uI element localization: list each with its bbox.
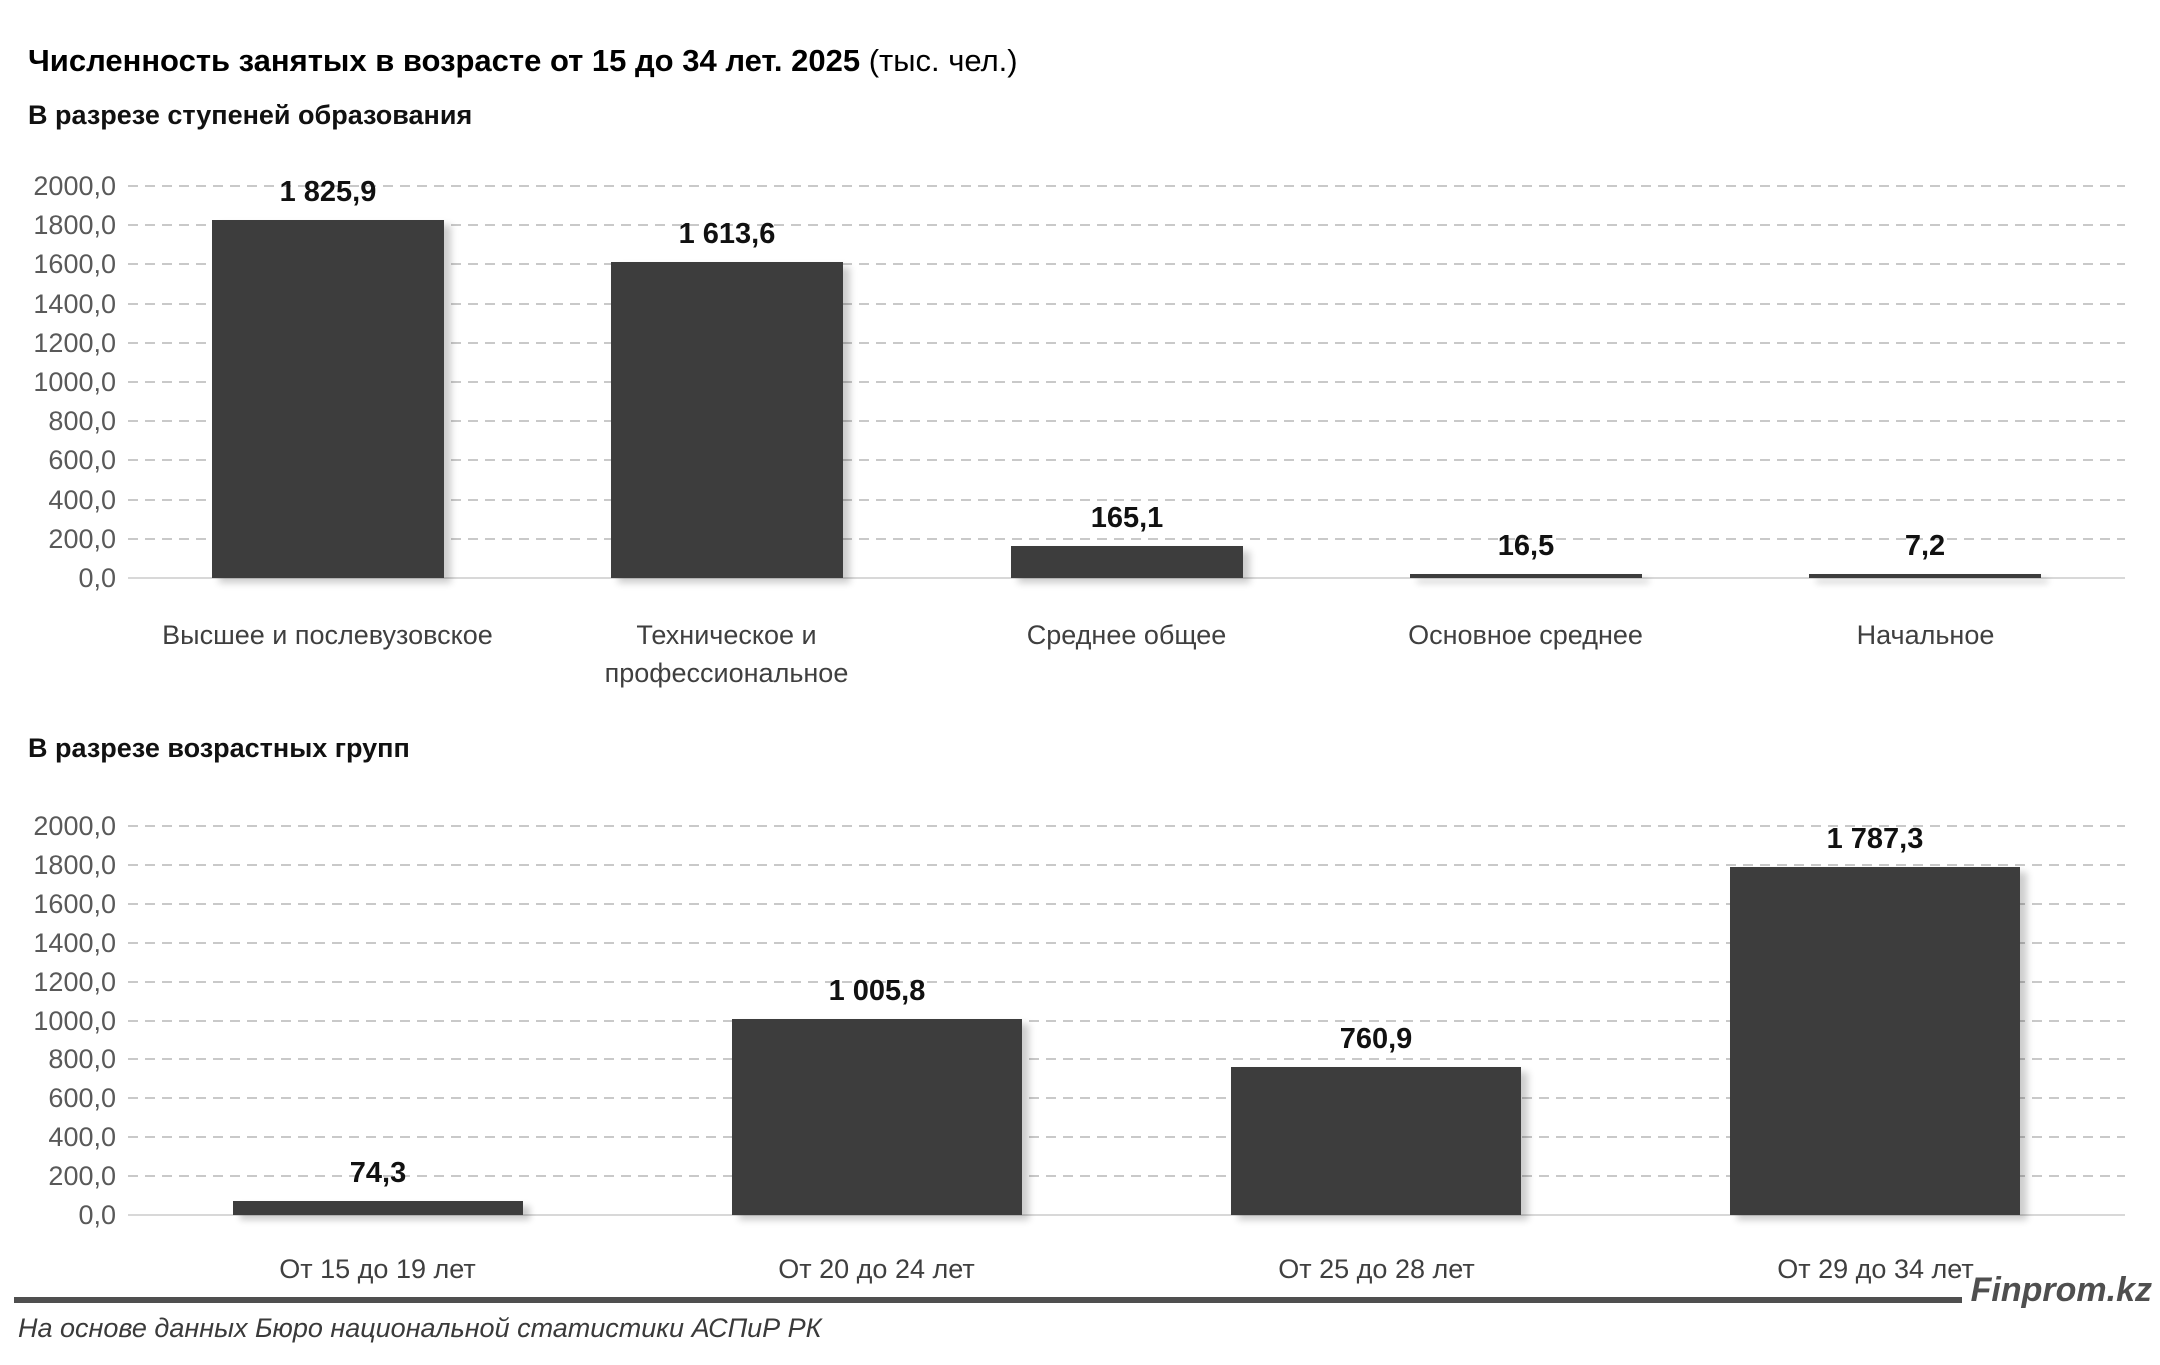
gridline [128,1175,2125,1178]
bar [233,1201,523,1215]
gridline [128,863,2125,866]
gridline [128,420,2125,423]
brand-logo: Finprom.kz [1970,1271,2152,1309]
x-axis-category-label: От 15 до 19 лет [279,1254,476,1284]
y-axis-tick-label: 400,0 [48,1122,116,1153]
gridline [128,980,2125,983]
y-axis-tick-label: 1800,0 [33,210,116,241]
gridline [128,902,2125,905]
gridline [128,1058,2125,1061]
x-axis-category-label: От 29 до 34 лет [1777,1254,1974,1284]
y-axis-tick-label: 600,0 [48,445,116,476]
gridline [128,941,2125,944]
y-axis-tick-label: 1600,0 [33,888,116,919]
y-axis-tick-label: 800,0 [48,1044,116,1075]
x-axis-category-label: Техническое и профессиональное [604,620,849,688]
y-axis-tick-label: 1800,0 [33,849,116,880]
gridline [128,224,2125,227]
y-axis-tick-label: 400,0 [48,484,116,515]
page-title-main: Численность занятых в возрасте от 15 до … [28,42,861,78]
y-axis-tick-label: 200,0 [48,523,116,554]
gridline [128,1097,2125,1100]
y-axis-tick-label: 0,0 [78,563,116,593]
y-axis-tick-label: 1000,0 [33,367,116,397]
y-axis-tick-label: 1400,0 [33,927,116,958]
bar-value-label: 1 825,9 [279,176,377,208]
source-note: На основе данных Бюро национальной стати… [18,1313,822,1343]
x-axis-category-label: Среднее общее [1026,620,1227,650]
x-axis-category-label: Начальное [1856,620,1995,650]
y-axis-tick-label: 1600,0 [33,249,116,280]
bar [1730,867,2020,1215]
chart-title-education: В разрезе ступеней образования [28,100,473,130]
bar [212,220,444,578]
x-axis-category-label: Основное среднее [1408,620,1643,650]
bar-value-label: 1 005,8 [828,975,926,1007]
bar [1011,546,1243,578]
y-axis-tick-label: 600,0 [48,1083,116,1114]
gridline [128,381,2125,383]
footer-divider [14,1297,1962,1303]
y-axis-tick-label: 1200,0 [33,966,116,997]
bar [732,1019,1022,1215]
x-axis-line [128,1214,2125,1216]
gridline [128,459,2125,462]
bar [1809,574,2041,578]
y-axis-tick-label: 1000,0 [33,1005,116,1036]
bar-value-label: 1 787,3 [1826,823,1924,855]
gridline [128,341,2125,344]
bar-value-label: 1 613,6 [678,218,776,250]
y-axis-tick-label: 2000,0 [33,811,116,841]
gridline [128,1019,2125,1022]
y-axis-tick-label: 2000,0 [33,171,116,201]
x-axis-category-label: От 25 до 28 лет [1278,1254,1475,1284]
gridline [128,1136,2125,1139]
bar-value-label: 7,2 [1904,530,1946,562]
x-axis-category-label: От 20 до 24 лет [778,1254,975,1284]
bar-value-label: 74,3 [349,1157,407,1189]
x-axis-category-label: Высшее и послевузовское [162,620,493,650]
gridline [128,302,2125,305]
page-title-unit: (тыс. чел.) [860,42,1018,78]
bar [1410,574,1642,578]
bar-value-label: 16,5 [1497,530,1555,562]
page-title: Численность занятых в возрасте от 15 до … [28,43,1018,79]
gridline [128,825,2125,827]
y-axis-tick-label: 0,0 [78,1200,116,1230]
y-axis-tick-label: 200,0 [48,1161,116,1192]
bar-value-label: 165,1 [1090,502,1164,534]
gridline [128,498,2125,501]
bar-value-label: 760,9 [1339,1023,1413,1055]
x-axis-line [128,577,2125,579]
bar [1231,1067,1521,1215]
chart-title-age-groups: В разрезе возрастных групп [28,733,410,763]
y-axis-tick-label: 1400,0 [33,288,116,319]
y-axis-tick-label: 800,0 [48,406,116,437]
gridline [128,537,2125,540]
y-axis-tick-label: 1200,0 [33,327,116,358]
bar [611,262,843,578]
gridline [128,263,2125,266]
gridline [128,185,2125,187]
